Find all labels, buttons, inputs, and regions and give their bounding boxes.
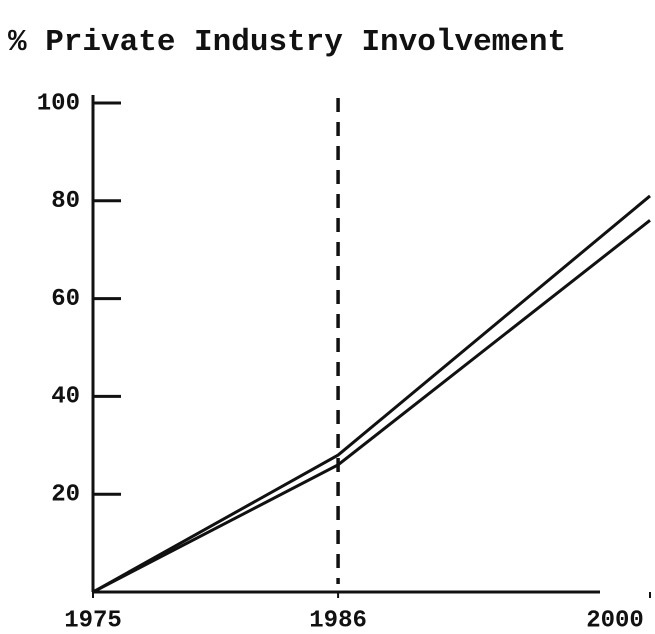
y-tick-label: 40 [51, 384, 80, 411]
x-tick-label: 2000 [586, 607, 644, 634]
x-tick-label: 1986 [309, 607, 367, 634]
chart-title: % Private Industry Involvement [8, 25, 566, 60]
series-line [92, 219, 651, 594]
series-line [92, 194, 651, 594]
y-tick-label: 60 [51, 286, 80, 313]
y-tick-label: 100 [37, 90, 80, 117]
y-tick-label: 20 [51, 482, 80, 509]
y-tick-label: 80 [51, 188, 80, 215]
x-tick-label: 1975 [64, 607, 122, 634]
